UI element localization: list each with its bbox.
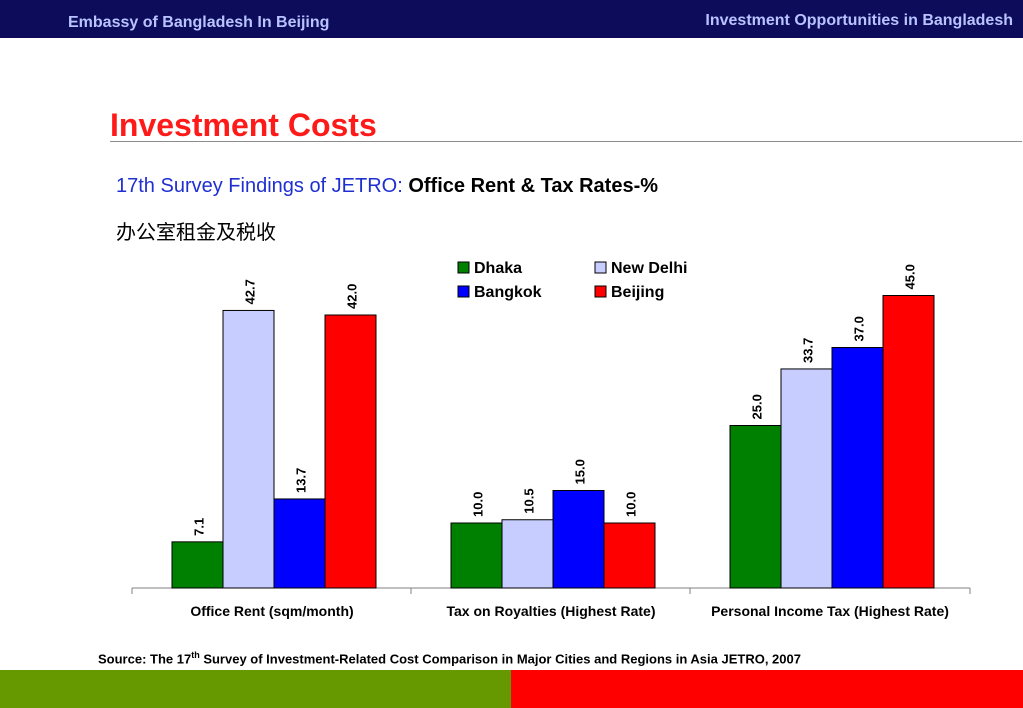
legend-label: New Delhi — [611, 260, 687, 277]
footer-bar-red — [511, 670, 1023, 708]
bar-new-delhi-1 — [501, 519, 554, 589]
data-label: 42.7 — [243, 279, 258, 304]
category-label: Tax on Royalties (Highest Rate) — [446, 603, 655, 619]
bar-dhaka-1 — [450, 522, 503, 589]
subtitle: 17th Survey Findings of JETRO: Office Re… — [116, 175, 658, 198]
legend-swatch — [594, 261, 607, 274]
data-label: 13.7 — [294, 468, 309, 493]
data-label: 7.1 — [192, 518, 207, 536]
source-superscript: th — [191, 650, 200, 660]
data-label: 37.0 — [852, 316, 867, 341]
legend-label: Beijing — [611, 284, 664, 301]
header-right-text: Investment Opportunities in Bangladesh — [705, 12, 1013, 29]
bar-beijing-0 — [324, 314, 377, 589]
legend-label: Bangkok — [474, 284, 542, 301]
bar-beijing-2 — [882, 295, 935, 589]
data-label: 45.0 — [903, 264, 918, 289]
bar-bangkok-2 — [831, 347, 884, 589]
bar-dhaka-2 — [729, 425, 782, 589]
category-label: Office Rent (sqm/month) — [190, 603, 353, 619]
data-label: 33.7 — [801, 338, 816, 363]
header-bar: Embassy of Bangladesh In Beijing Investm… — [0, 0, 1023, 38]
page-title: Investment Costs — [110, 107, 377, 143]
legend-label: Dhaka — [474, 260, 522, 277]
data-label: 10.0 — [624, 492, 639, 517]
legend-swatch — [594, 285, 607, 298]
data-label: 10.0 — [471, 492, 486, 517]
data-label: 42.0 — [345, 284, 360, 309]
bar-new-delhi-2 — [780, 368, 833, 589]
footer-bar-green — [0, 670, 511, 708]
bar-new-delhi-0 — [222, 309, 275, 589]
category-label: Personal Income Tax (Highest Rate) — [711, 603, 949, 619]
source-note: Source: The 17th Survey of Investment-Re… — [98, 650, 801, 666]
legend-swatch — [457, 261, 470, 274]
bar-bangkok-0 — [273, 498, 326, 589]
legend-swatch — [457, 285, 470, 298]
subtitle-chinese: 办公室租金及税收 — [116, 220, 276, 244]
subtitle-prefix: 17th Survey Findings of JETRO: — [116, 175, 409, 197]
bar-dhaka-0 — [171, 541, 224, 589]
bar-bangkok-1 — [552, 490, 605, 589]
data-label: 15.0 — [573, 459, 588, 484]
data-label: 25.0 — [750, 394, 765, 419]
subtitle-emphasis: Office Rent & Tax Rates-% — [408, 175, 659, 197]
bar-beijing-1 — [603, 522, 656, 589]
data-label: 10.5 — [522, 488, 537, 513]
header-left-text: Embassy of Bangladesh In Beijing — [68, 14, 330, 31]
source-text-end: Survey of Investment-Related Cost Compar… — [199, 651, 801, 667]
title-divider — [110, 141, 1022, 142]
source-text-start: Source: The 17 — [98, 651, 192, 667]
